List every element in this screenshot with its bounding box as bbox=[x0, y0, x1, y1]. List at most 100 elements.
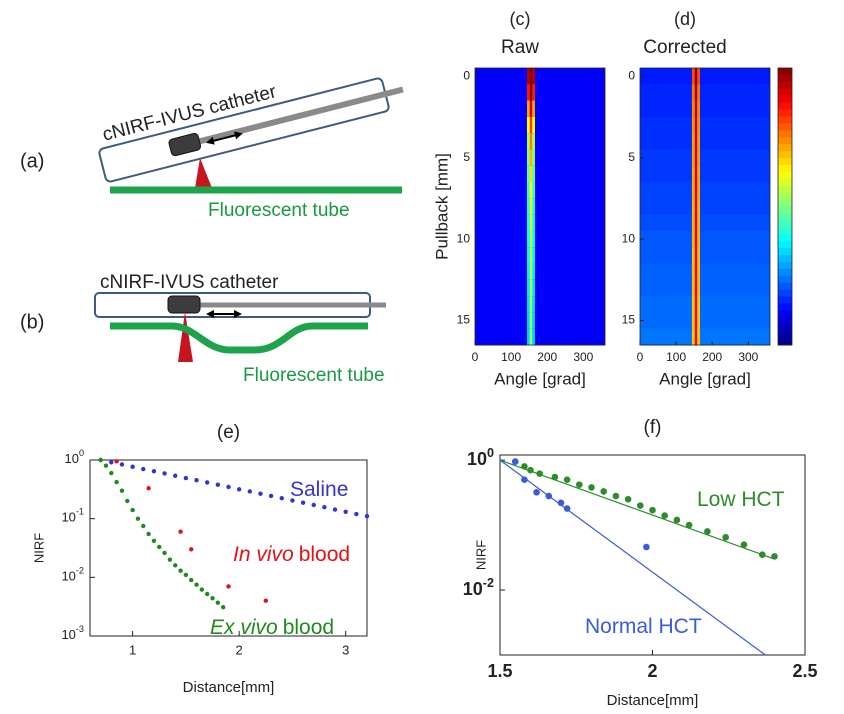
tick-base: 10 bbox=[61, 627, 75, 642]
point bbox=[576, 481, 583, 488]
point bbox=[151, 538, 157, 543]
heatmap-row bbox=[640, 328, 770, 346]
point bbox=[215, 600, 221, 605]
point bbox=[354, 511, 359, 517]
heatmap-row bbox=[475, 165, 605, 183]
stripe-core bbox=[529, 263, 533, 281]
stripe-core bbox=[694, 214, 698, 232]
colorbar-cell bbox=[778, 68, 792, 76]
colorbar-cell bbox=[778, 254, 792, 263]
point bbox=[600, 488, 607, 495]
stripe-core bbox=[529, 165, 533, 183]
point bbox=[557, 499, 565, 507]
heatmap-row bbox=[475, 214, 605, 232]
stripe-core bbox=[694, 165, 698, 183]
x-axis-label: Angle [grad] bbox=[659, 369, 751, 388]
point bbox=[162, 471, 167, 476]
colorbar-cell bbox=[778, 199, 792, 207]
heatmap-row bbox=[640, 279, 770, 297]
point bbox=[545, 492, 553, 500]
tick-exponent: -2 bbox=[76, 566, 84, 576]
probe bbox=[167, 295, 201, 314]
colorbar-cell bbox=[778, 130, 792, 138]
tube bbox=[110, 322, 368, 354]
point bbox=[103, 463, 109, 468]
point bbox=[226, 484, 231, 490]
colorbar-cell bbox=[778, 171, 792, 180]
colorbar-cell bbox=[778, 241, 792, 249]
point bbox=[521, 463, 528, 470]
series-label-part: blood bbox=[299, 543, 350, 566]
x-tick-label: 1.5 bbox=[487, 661, 512, 681]
heatmap-row bbox=[640, 84, 770, 102]
stripe-core bbox=[529, 312, 533, 330]
x-tick-label: 300 bbox=[573, 350, 593, 364]
point bbox=[661, 512, 668, 519]
point bbox=[135, 516, 141, 521]
tick-exponent: -3 bbox=[76, 624, 84, 634]
x-tick-label: 2.5 bbox=[792, 661, 817, 681]
point bbox=[322, 504, 327, 510]
point bbox=[167, 557, 173, 562]
point bbox=[511, 458, 519, 465]
heatmap-row bbox=[475, 296, 605, 313]
x-tick-label: 300 bbox=[738, 350, 758, 364]
point bbox=[612, 492, 620, 500]
point bbox=[759, 551, 766, 559]
colorbar-cell bbox=[778, 234, 792, 242]
light-beam bbox=[195, 158, 212, 188]
point bbox=[740, 541, 748, 548]
colorbar-cell bbox=[778, 220, 792, 228]
tick-base: 10 bbox=[463, 579, 483, 599]
point bbox=[268, 493, 274, 499]
point bbox=[119, 488, 125, 493]
colorbar-frame bbox=[777, 67, 793, 346]
point bbox=[125, 498, 130, 504]
tube-label: Fluorescent tube bbox=[208, 200, 350, 221]
heatmap-row bbox=[475, 328, 605, 346]
tick-exponent: -1 bbox=[76, 507, 84, 517]
point bbox=[279, 496, 284, 501]
y-axis-label: Pullback [mm] bbox=[432, 153, 451, 260]
point bbox=[146, 531, 151, 537]
point bbox=[215, 482, 221, 487]
point bbox=[588, 484, 595, 491]
stripe-core bbox=[529, 149, 533, 167]
point bbox=[563, 505, 571, 512]
heatmap-row bbox=[640, 230, 770, 248]
point bbox=[226, 584, 231, 589]
x-tick-label: 200 bbox=[537, 350, 557, 364]
point bbox=[162, 550, 167, 556]
heatmap-row bbox=[475, 247, 605, 265]
point bbox=[685, 521, 693, 529]
panel-label: (d) bbox=[674, 9, 696, 29]
point bbox=[119, 462, 125, 467]
point bbox=[210, 596, 215, 601]
colorbar-cell bbox=[778, 178, 792, 187]
series-label: Saline bbox=[290, 478, 348, 501]
x-tick-label: 100 bbox=[501, 350, 521, 364]
heatmap-row bbox=[475, 84, 605, 102]
series-label-part: Ex vivo bbox=[210, 616, 278, 639]
tick-base: 10 bbox=[61, 510, 75, 525]
series-label: Low HCT bbox=[697, 488, 785, 511]
y-tick-label: 10 bbox=[457, 231, 471, 245]
colorbar-cell bbox=[778, 137, 792, 145]
y-tick-label: 5 bbox=[628, 150, 635, 164]
point bbox=[343, 509, 348, 514]
stripe-core bbox=[694, 312, 698, 330]
stripe-core bbox=[529, 328, 533, 346]
colorbar-cell bbox=[778, 282, 792, 291]
heatmap-row bbox=[640, 312, 770, 330]
series-label: Normal HCT bbox=[585, 615, 702, 638]
colorbar-cell bbox=[778, 164, 792, 173]
heatmap-row bbox=[640, 149, 770, 167]
point bbox=[563, 476, 571, 483]
heatmap-row bbox=[475, 149, 605, 167]
y-tick-label: 5 bbox=[463, 150, 470, 164]
stripe-core bbox=[529, 133, 533, 150]
x-tick-label: 0 bbox=[637, 350, 644, 364]
point bbox=[536, 470, 543, 477]
point bbox=[173, 563, 178, 568]
stripe-core bbox=[529, 279, 533, 297]
